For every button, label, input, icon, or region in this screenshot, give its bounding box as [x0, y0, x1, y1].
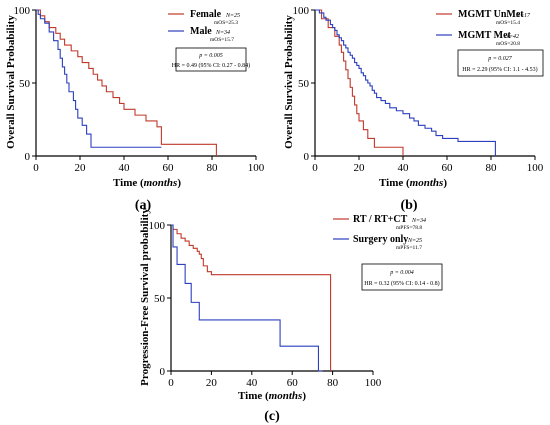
panel-c-series-1-curve	[171, 224, 332, 371]
panel-b-xtick-label: 100	[527, 162, 544, 174]
panel-b-xlabel: Time (months)	[379, 177, 447, 189]
panel-a-plot: 0 20 40 60 80 100 0 50 100	[14, 5, 265, 174]
panel-b-series-2-curve	[315, 9, 496, 156]
panel-b-ytick-label: 100	[293, 5, 310, 17]
stats-p-b: p = 0.027	[487, 56, 513, 62]
panel-c-xtick-label: 80	[327, 377, 339, 389]
panel-c-ytick-label: 100	[149, 220, 166, 232]
legend-median-unmet: mOS=15.4	[496, 20, 520, 26]
legend-n-unmet: N=17	[515, 13, 531, 19]
panel-a: Overall Survival Probability 0 20 40 60 80 10…	[5, 5, 265, 213]
panel-b-ytick-label: 0	[304, 151, 310, 163]
panel-c: Progression-Free Survival probability 0 2…	[139, 208, 443, 424]
legend-n-male: N=34	[215, 29, 230, 36]
panel-a-ytick-label: 0	[25, 151, 31, 163]
legend-median-met: mOS=20.8	[496, 41, 520, 47]
panel-c-ytick-label: 50	[154, 293, 166, 305]
panel-a-xtick-label: 80	[207, 162, 219, 174]
panel-c-ytick-label: 0	[160, 366, 166, 378]
legend-label-male: Male	[190, 26, 212, 37]
panel-a-ytick-label: 50	[19, 78, 31, 90]
panel-a-ylabel: Overall Survival Probability	[5, 15, 17, 149]
panel-b-xtick-label: 80	[486, 162, 498, 174]
panel-c-xtick-label: 20	[206, 377, 218, 389]
panel-c-xlabel: Time (months)	[238, 390, 306, 402]
stats-p-c: p = 0.004	[389, 269, 414, 276]
legend-median-surgery: mPFS=11.7	[396, 245, 422, 251]
legend-label-rt: RT / RT+CT	[353, 214, 408, 225]
stats-box-c	[361, 263, 443, 291]
legend-label-met: MGMT Met	[458, 30, 512, 41]
legend-median-male: mOS=15.7	[210, 37, 234, 43]
panel-a-xtick-label: 100	[248, 162, 265, 174]
panel-b-ytick-label: 50	[298, 78, 310, 90]
panel-a-xlabel: Time (months)	[113, 177, 181, 189]
stats-hr-b: HR = 2.29 (95% CI: 1.1 - 4.53)	[462, 66, 537, 73]
panel-c-label: (c)	[264, 409, 280, 424]
legend-n-met: N=42	[504, 33, 519, 40]
panel-a-xtick-label: 0	[33, 162, 39, 174]
stats-hr-c: HR = 0.32 (95% CI: 0.14 - 0.8)	[364, 280, 439, 287]
stats-box-a	[175, 47, 247, 72]
panel-b-ylabel: Overall Survival Probability	[283, 15, 295, 149]
stats-box-b	[457, 49, 544, 77]
panel-a-xtick-label: 60	[163, 162, 175, 174]
panel-c-plot: 0 20 40 60 80 100 0 50 100	[149, 220, 382, 389]
panel-a-series-2-curve	[36, 9, 162, 148]
panel-c-xtick-label: 60	[287, 377, 299, 389]
legend-median-rt: mPFS=78.8	[396, 225, 422, 231]
stats-p-a: p = 0.005	[198, 53, 223, 59]
panel-b-xtick-label: 60	[442, 162, 454, 174]
panel-a-xtick-label: 40	[119, 162, 131, 174]
panel-c-series-2-curve	[171, 224, 323, 372]
panel-c-ylabel: Progression-Free Survival probability	[139, 208, 151, 386]
legend-median-female: mOS=25.3	[214, 20, 238, 26]
panel-c-xtick-label: 0	[168, 377, 174, 389]
legend-label-unmet: MGMT UnMet	[458, 9, 524, 20]
panel-c-xtick-label: 40	[246, 377, 258, 389]
legend-n-rt: N=34	[411, 217, 426, 224]
panel-c-xtick-label: 100	[365, 377, 382, 389]
panel-a-ytick-label: 100	[14, 5, 31, 17]
panel-a-label: (a)	[135, 198, 152, 213]
panel-b-series-1-curve	[315, 9, 404, 156]
panel-a-series-1-curve	[36, 9, 217, 156]
panel-a-xtick-label: 20	[75, 162, 87, 174]
legend-label-female: Female	[190, 9, 222, 20]
panel-b-label: (b)	[400, 198, 417, 213]
legend-n-surgery: N=25	[407, 238, 422, 244]
panel-b-plot: 0 20 40 60 80 100 0 50 100	[293, 5, 544, 174]
stats-hr-a: HR = 0.49 (95% CI: 0.27 - 0.84)	[172, 62, 250, 69]
legend-n-female: N=25	[225, 13, 240, 19]
panel-b-xtick-label: 40	[398, 162, 410, 174]
panel-b-xtick-label: 20	[354, 162, 366, 174]
panel-b: Overall Survival Probability 0 20 40 60 80 10…	[283, 5, 544, 213]
legend-label-surgery: Surgery only	[353, 234, 408, 245]
panel-b-xtick-label: 0	[312, 162, 318, 174]
